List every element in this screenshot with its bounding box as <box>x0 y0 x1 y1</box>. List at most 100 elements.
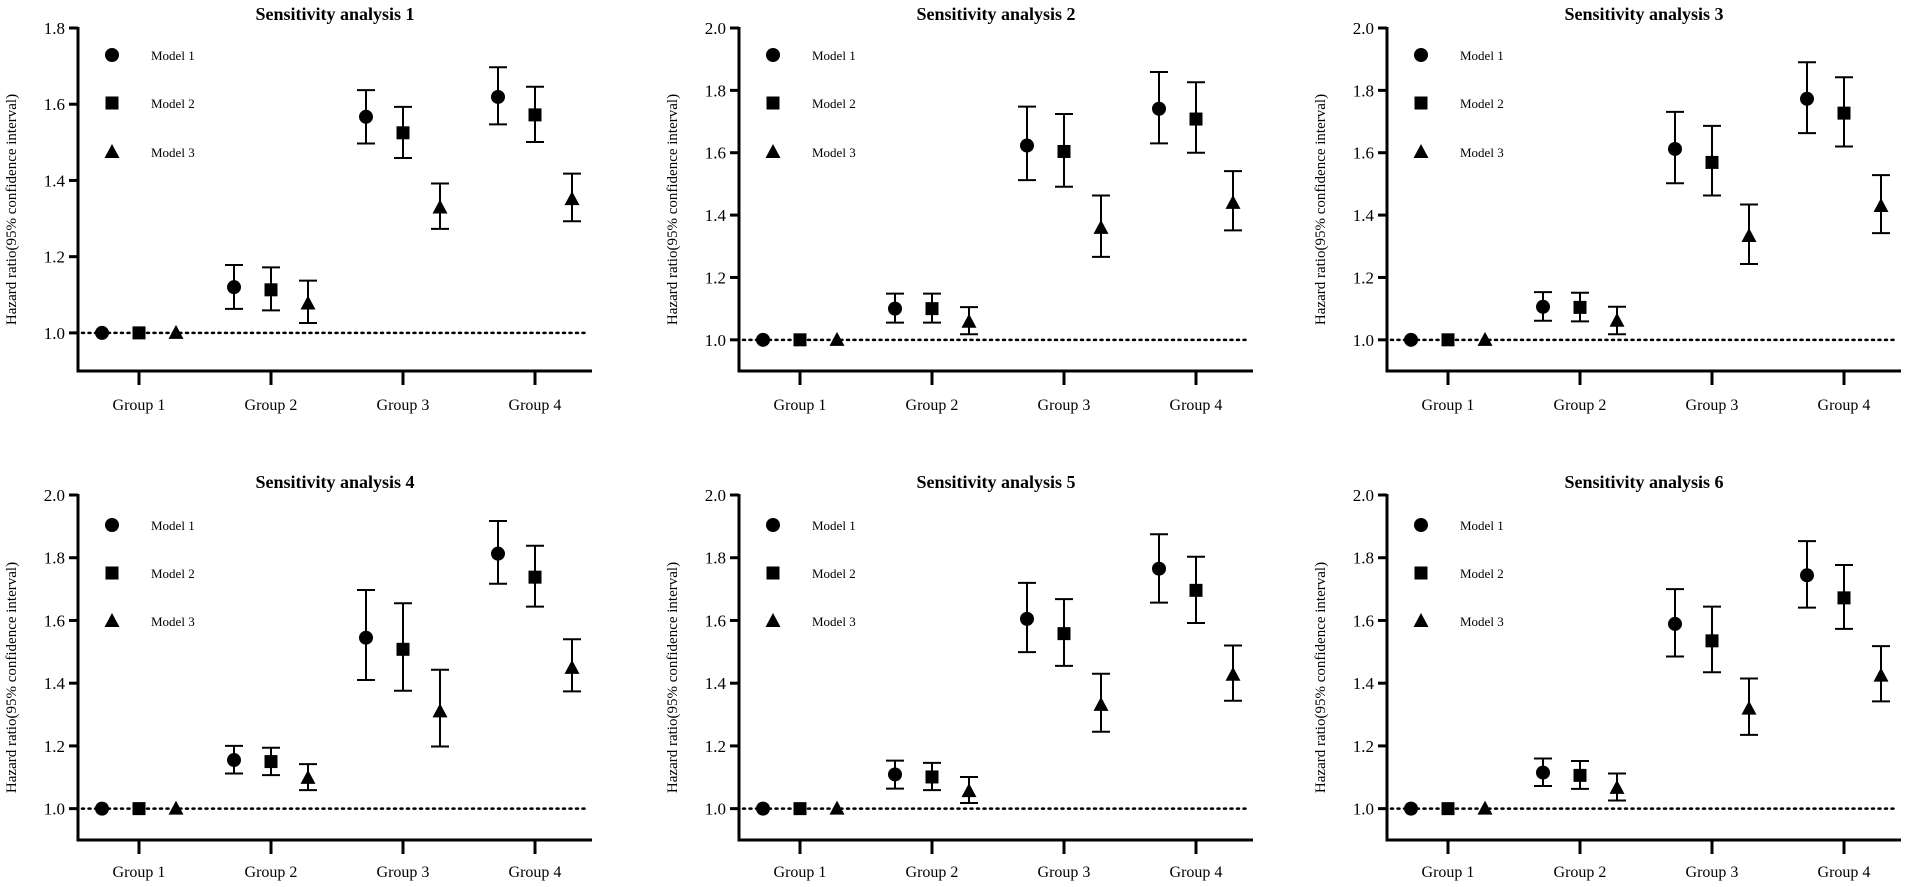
data-point-square <box>1189 112 1203 126</box>
data-point-circle <box>1020 138 1034 153</box>
series-model-3 <box>829 170 1242 346</box>
data-point-circle <box>756 332 770 347</box>
y-tick-label: 2.0 <box>705 19 726 38</box>
legend-label: Model 2 <box>812 566 856 581</box>
legend-label: Model 3 <box>1460 145 1504 160</box>
legend-label: Model 1 <box>151 518 195 533</box>
data-point-triangle <box>432 199 448 214</box>
y-tick-label: 1.6 <box>705 611 726 630</box>
data-point-triangle <box>300 295 316 310</box>
data-point-square <box>1705 634 1719 648</box>
y-axis-label: Hazard ratio(95% confidence interval) <box>1313 94 1329 325</box>
legend-circle-icon <box>766 48 780 62</box>
data-point-circle <box>1152 101 1166 116</box>
x-tick-label: Group 2 <box>906 397 959 414</box>
series-model-2 <box>132 544 544 816</box>
series-model-2 <box>1441 563 1853 816</box>
legend-square-icon <box>766 566 780 580</box>
legend-triangle-icon <box>1413 613 1429 627</box>
series-model-3 <box>168 638 581 815</box>
data-point-triangle <box>829 800 845 815</box>
data-point-triangle <box>168 324 184 339</box>
y-tick-label: 1.6 <box>44 611 65 630</box>
data-point-triangle <box>1873 667 1889 682</box>
data-point-circle <box>888 767 902 782</box>
data-point-circle <box>1152 561 1166 576</box>
legend-triangle-icon <box>104 613 120 627</box>
x-tick-label: Group 1 <box>1422 397 1475 414</box>
y-tick-label: 1.6 <box>44 95 65 114</box>
legend-triangle-icon <box>1413 144 1429 158</box>
data-point-square <box>1057 627 1071 641</box>
data-point-circle <box>1668 616 1682 631</box>
legend-label: Model 3 <box>812 145 856 160</box>
chart-title: Sensitivity analysis 6 <box>1564 472 1723 492</box>
series-model-2 <box>793 555 1205 816</box>
data-point-triangle <box>1477 800 1493 815</box>
legend-circle-icon <box>766 518 780 532</box>
series-model-2 <box>793 81 1205 347</box>
data-point-circle <box>1536 765 1550 780</box>
series-model-1 <box>95 66 507 340</box>
y-tick-label: 1.6 <box>705 144 726 163</box>
data-point-circle <box>1020 611 1034 626</box>
data-point-triangle <box>1225 194 1241 209</box>
legend-label: Model 2 <box>1460 96 1504 111</box>
y-tick-label: 1.4 <box>1353 206 1375 225</box>
x-tick-label: Group 2 <box>1554 864 1607 881</box>
legend-square-icon <box>105 566 119 580</box>
legend-label: Model 2 <box>1460 566 1504 581</box>
data-point-circle <box>1800 568 1814 583</box>
data-point-triangle <box>432 703 448 718</box>
data-point-square <box>264 755 278 769</box>
data-point-circle <box>227 753 241 768</box>
data-point-triangle <box>1873 198 1889 213</box>
y-axis-label: Hazard ratio(95% confidence interval) <box>4 94 20 325</box>
y-tick-label: 1.2 <box>44 248 65 267</box>
y-tick-label: 1.4 <box>705 674 727 693</box>
data-point-triangle <box>1477 331 1493 346</box>
data-point-square <box>132 326 146 340</box>
data-point-circle <box>95 801 109 816</box>
x-tick-label: Group 4 <box>1818 864 1871 881</box>
panel-5: Sensitivity analysis 5 Hazard ratio(95% c… <box>665 472 1253 881</box>
x-tick-label: Group 3 <box>1686 397 1739 414</box>
data-point-triangle <box>1609 312 1625 327</box>
series-model-3 <box>168 172 581 339</box>
panel-3: Sensitivity analysis 3 Hazard ratio(95% c… <box>1313 4 1901 414</box>
x-tick-label: Group 4 <box>1170 864 1223 881</box>
data-point-square <box>925 302 939 316</box>
y-tick-label: 2.0 <box>44 486 65 505</box>
x-tick-label: Group 3 <box>1038 864 1091 881</box>
data-point-circle <box>1800 91 1814 106</box>
data-point-square <box>1441 802 1455 816</box>
data-point-circle <box>888 301 902 316</box>
y-tick-label: 1.0 <box>44 324 65 343</box>
series-model-1 <box>756 533 1168 816</box>
y-tick-label: 1.6 <box>1353 611 1374 630</box>
y-tick-label: 1.6 <box>1353 144 1374 163</box>
data-point-square <box>793 333 807 347</box>
y-tick-label: 1.2 <box>705 268 726 287</box>
data-point-square <box>925 770 939 784</box>
data-point-triangle <box>1225 666 1241 681</box>
legend-label: Model 2 <box>812 96 856 111</box>
y-tick-label: 1.4 <box>44 171 66 190</box>
y-axis-label: Hazard ratio(95% confidence interval) <box>1313 562 1329 793</box>
x-tick-label: Group 3 <box>1686 864 1739 881</box>
y-tick-label: 1.8 <box>705 549 726 568</box>
legend-circle-icon <box>105 48 119 62</box>
x-tick-label: Group 4 <box>509 397 562 414</box>
y-tick-label: 1.0 <box>1353 331 1374 350</box>
data-point-circle <box>359 109 373 124</box>
data-point-triangle <box>829 331 845 346</box>
chart-title: Sensitivity analysis 5 <box>916 472 1075 492</box>
data-point-circle <box>1668 141 1682 156</box>
y-axis-label: Hazard ratio(95% confidence interval) <box>665 94 681 325</box>
x-tick-label: Group 1 <box>1422 864 1475 881</box>
data-point-square <box>1837 591 1851 605</box>
x-tick-label: Group 2 <box>1554 397 1607 414</box>
legend-label: Model 3 <box>1460 614 1504 629</box>
data-point-circle <box>1404 801 1418 816</box>
